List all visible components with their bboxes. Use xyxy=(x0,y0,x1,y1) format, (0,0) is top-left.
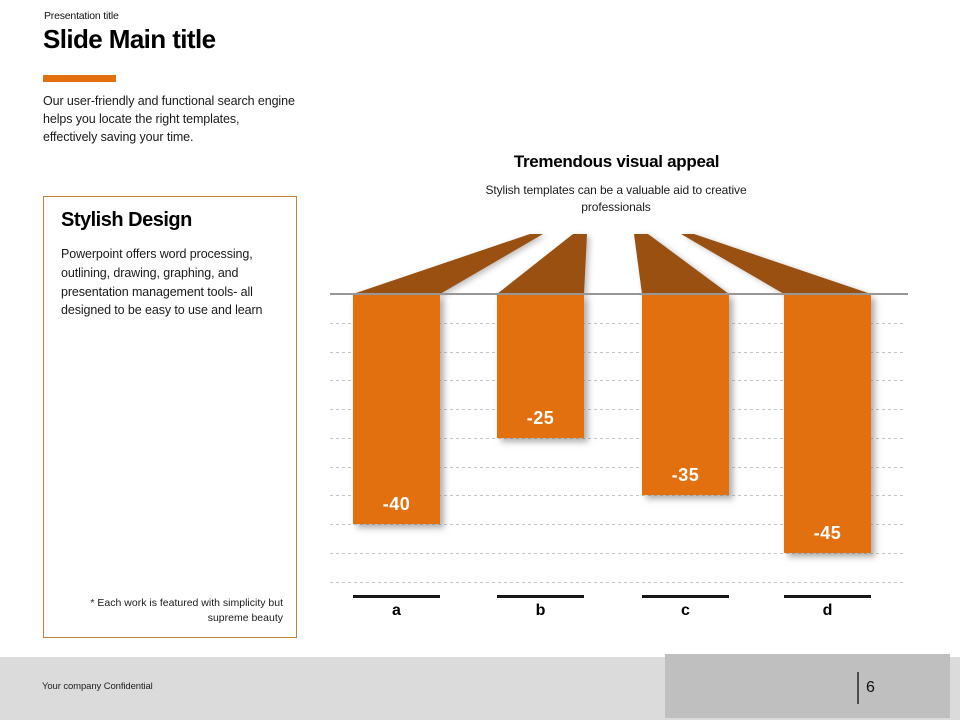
category-axis-tick xyxy=(784,595,871,598)
ray-beam xyxy=(497,234,587,294)
category-label-c: c xyxy=(681,602,690,619)
category-axis-tick xyxy=(497,595,584,598)
info-box-body: Powerpoint offers word processing, outli… xyxy=(61,247,263,318)
info-box: Stylish Design Powerpoint offers word pr… xyxy=(43,196,297,638)
bar-c: -35 xyxy=(642,294,729,496)
zero-baseline xyxy=(330,293,908,295)
bar-value-label: -45 xyxy=(813,522,842,543)
category-label-b: b xyxy=(535,602,546,619)
category-axis-tick xyxy=(642,595,729,598)
footer-gray-block xyxy=(665,654,950,718)
bar-value-label: -40 xyxy=(382,494,411,514)
page-number: 6 xyxy=(866,679,875,696)
category-label-d: d xyxy=(822,602,833,619)
gridline xyxy=(330,524,903,525)
intro-text: Our user-friendly and functional search … xyxy=(43,94,295,144)
bar-a: -40 xyxy=(353,294,440,524)
kicker-text: Presentation title xyxy=(44,10,119,22)
gridline xyxy=(330,552,903,554)
bar-value-label: -35 xyxy=(671,465,700,486)
ray-beam xyxy=(634,234,729,294)
category-axis-tick xyxy=(353,595,440,598)
ray-beam xyxy=(681,234,871,294)
bar-b: -25 xyxy=(497,294,584,438)
gridline xyxy=(330,380,903,382)
gridline xyxy=(330,322,903,324)
gridline xyxy=(330,581,903,583)
chart-title: Tremendous visual appeal xyxy=(513,152,720,171)
ray-beam xyxy=(353,234,543,294)
gridline xyxy=(330,466,903,468)
footer-confidential: Your company Confidential xyxy=(42,681,153,692)
page-number-divider xyxy=(857,672,859,704)
bar-value-label: -25 xyxy=(526,407,555,428)
info-box-heading: Stylish Design xyxy=(61,209,192,231)
gridline xyxy=(330,437,903,439)
gridline xyxy=(330,351,903,353)
slide-title: Slide Main title xyxy=(43,24,216,54)
bar-d: -45 xyxy=(784,294,871,553)
category-label-a: a xyxy=(392,602,401,619)
gridline xyxy=(330,495,903,497)
chart-subtitle: Stylish templates can be a valuable aid … xyxy=(485,183,747,214)
info-box-footnote: * Each work is featured with simplicity … xyxy=(90,596,283,625)
gridline xyxy=(330,409,903,410)
accent-bar xyxy=(43,75,116,82)
